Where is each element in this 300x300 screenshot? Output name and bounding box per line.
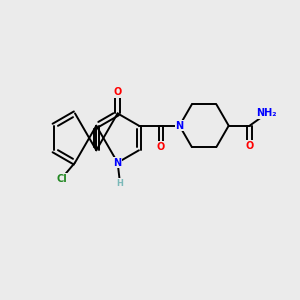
Text: Cl: Cl — [56, 174, 67, 184]
Text: H: H — [117, 179, 124, 188]
Text: O: O — [245, 141, 254, 151]
Text: O: O — [157, 142, 165, 152]
Text: O: O — [113, 88, 122, 98]
Text: NH₂: NH₂ — [256, 108, 277, 118]
Text: N: N — [176, 121, 184, 131]
Text: N: N — [113, 158, 122, 168]
